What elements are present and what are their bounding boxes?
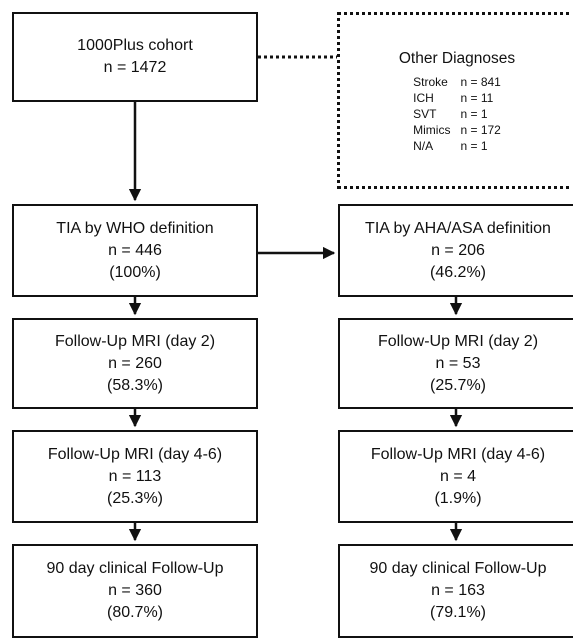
box-count: n = 163 [431, 582, 485, 599]
right-mri-day46-box: Follow-Up MRI (day 4-6) n = 4 (1.9%) [338, 430, 573, 523]
box-percent: (80.7%) [106, 604, 164, 621]
box-percent: (100%) [109, 263, 161, 281]
aha-asa-tia-box: TIA by AHA/ASA definition n = 206 (46.2%… [338, 204, 573, 297]
left-mri-day2-box: Follow-Up MRI (day 2) n = 260 (58.3%) [12, 318, 258, 409]
box-title: Follow-Up MRI (day 4-6) [370, 445, 546, 463]
cohort-title: 1000Plus cohort [77, 37, 193, 54]
box-title: TIA by AHA/ASA definition [365, 219, 551, 237]
diagnosis-count: n = 1 [460, 138, 488, 153]
box-count: n = 53 [435, 354, 481, 372]
right-clinical-followup-box: 90 day clinical Follow-Up n = 163 (79.1%… [338, 544, 573, 638]
box-percent: (25.3%) [106, 489, 164, 507]
box-percent: (79.1%) [429, 604, 487, 621]
right-mri-day2-box: Follow-Up MRI (day 2) n = 53 (25.7%) [338, 318, 573, 409]
cohort-count: n = 1472 [103, 59, 167, 76]
diagnosis-count: n = 841 [460, 74, 501, 89]
diagnosis-label: ICH [413, 90, 434, 105]
diagnosis-count: n = 1 [460, 106, 488, 121]
other-diagnoses-table: Stroke n = 841 ICH n = 11 SVT n = 1 Mimi… [408, 74, 506, 154]
diagnosis-label: N/A [413, 138, 434, 153]
other-diagnoses-box: Other Diagnoses Stroke n = 841 ICH n = 1… [337, 12, 573, 189]
cohort-box: 1000Plus cohort n = 1472 [12, 12, 258, 102]
box-count: n = 4 [439, 467, 477, 485]
left-mri-day46-box: Follow-Up MRI (day 4-6) n = 113 (25.3%) [12, 430, 258, 523]
box-count: n = 360 [108, 582, 162, 599]
box-title: Follow-Up MRI (day 2) [54, 332, 216, 350]
diagnosis-count: n = 172 [460, 122, 501, 137]
box-percent: (58.3%) [106, 376, 164, 394]
other-diagnoses-title: Other Diagnoses [398, 49, 516, 67]
diagnosis-row: ICH n = 11 [408, 90, 506, 106]
box-count: n = 260 [108, 354, 162, 372]
diagnosis-row: N/A n = 1 [408, 138, 506, 154]
box-count: n = 113 [108, 467, 162, 485]
box-title: Follow-Up MRI (day 2) [377, 332, 539, 350]
diagnosis-label: Stroke [413, 74, 448, 89]
box-title: 90 day clinical Follow-Up [369, 560, 547, 577]
diagnosis-label: Mimics [413, 122, 451, 137]
box-percent: (46.2%) [429, 263, 487, 281]
diagnosis-row: Stroke n = 841 [408, 74, 506, 90]
box-percent: (25.7%) [429, 376, 487, 394]
box-percent: (1.9%) [434, 489, 482, 507]
diagnosis-row: Mimics n = 172 [408, 122, 506, 138]
box-title: TIA by WHO definition [56, 219, 214, 237]
who-tia-box: TIA by WHO definition n = 446 (100%) [12, 204, 258, 297]
diagnosis-count: n = 11 [460, 90, 494, 105]
diagnosis-label: SVT [413, 106, 437, 121]
box-count: n = 206 [431, 241, 485, 259]
diagnosis-row: SVT n = 1 [408, 106, 506, 122]
box-count: n = 446 [108, 241, 162, 259]
left-clinical-followup-box: 90 day clinical Follow-Up n = 360 (80.7%… [12, 544, 258, 638]
box-title: 90 day clinical Follow-Up [46, 560, 224, 577]
box-title: Follow-Up MRI (day 4-6) [47, 445, 223, 463]
